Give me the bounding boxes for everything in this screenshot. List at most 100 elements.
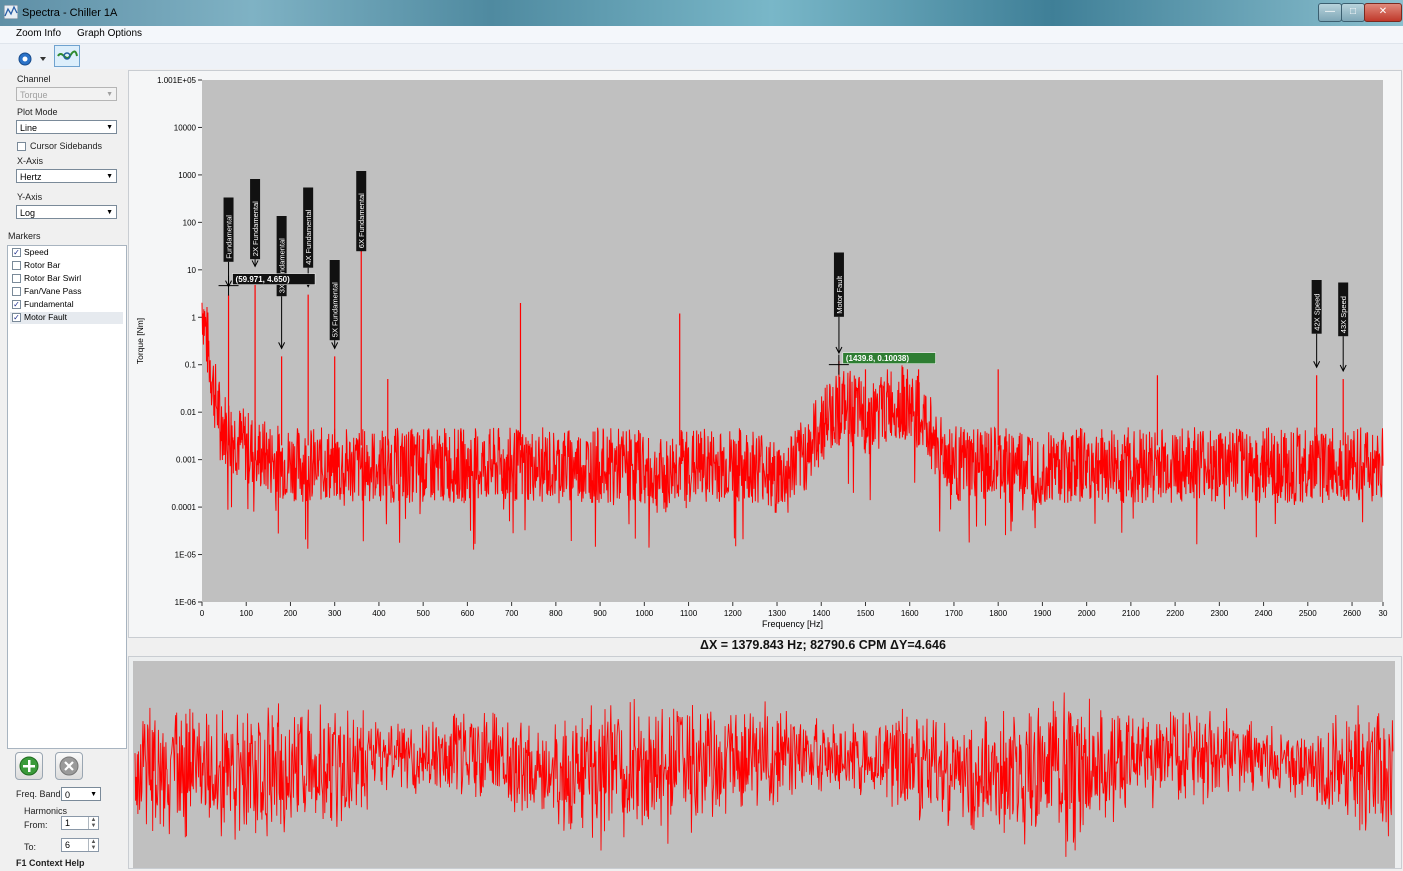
marker-tag [250,179,261,260]
x-axis-value: Hertz [20,172,42,182]
y-tick-label: 0.001 [176,456,197,465]
cursor-readout-box [842,352,936,364]
x-tick-label: 100 [240,609,254,618]
marker-tag [833,252,844,317]
x-tick-label: 400 [372,609,386,618]
maximize-button[interactable]: □ [1341,3,1365,22]
waveform-plot-panel [128,656,1402,869]
marker-arrow [1339,364,1347,373]
marker-item-rotor-bar-swirl[interactable]: Rotor Bar Swirl [10,273,123,285]
channel-value: Torque [20,90,48,100]
x-tick-label: 1100 [680,609,698,618]
y-tick-label: 10 [187,266,196,275]
y-tick-label: 0.1 [185,361,197,370]
spin-arrows-icon[interactable]: ▲ ▼ [88,817,98,829]
marker-label: Rotor Bar [24,260,61,270]
to-label: To: [24,842,37,852]
marker-checkbox[interactable]: ✓ [12,248,21,257]
x-tick-label: 2400 [1255,609,1273,618]
waveform-chart[interactable] [129,657,1401,868]
marker-checkbox[interactable] [12,261,21,270]
x-tick-label: 2100 [1122,609,1140,618]
x-tick-label: 1500 [857,609,875,618]
menu-zoom-info[interactable]: Zoom Info [16,28,62,39]
marker-item-fan-vane-pass[interactable]: Fan/Vane Pass [10,286,123,298]
f1-context-help-label: F1 Context Help [16,858,85,868]
x-tick-label: 900 [593,609,607,618]
cursor-readout-box [232,273,316,285]
marker-checkbox[interactable]: ✓ [12,313,21,322]
cursor-sidebands-label: Cursor Sidebands [30,141,103,151]
markers-list: ✓ Speed Rotor Bar Rotor Bar Swirl Fan/Van… [7,245,127,749]
marker-arrow [1313,361,1321,369]
y-tick-label: 1E-05 [175,551,197,560]
marker-tag [223,197,234,262]
harmonics-to-stepper[interactable]: 6 ▲ ▼ [61,838,99,852]
x-axis-select[interactable]: Hertz ▼ [16,169,117,183]
y-tick-label: 10000 [174,123,197,132]
marker-checkbox[interactable] [12,274,21,283]
y-tick-label: 0.0001 [172,503,197,512]
marker-label: Fundamental [24,299,74,309]
plot-area [202,80,1383,602]
marker-checkbox[interactable] [12,287,21,296]
delta-readout: ΔX = 1379.843 Hz; 82790.6 CPM ΔY=4.646 [700,638,946,652]
x-tick-label: 1200 [724,609,742,618]
marker-item-fundamental[interactable]: ✓ Fundamental [10,299,123,311]
remove-marker-button[interactable] [55,752,83,780]
spectrum-noise-trace [201,302,1384,550]
add-marker-button[interactable] [15,752,43,780]
marker-arrow [835,346,843,355]
marker-item-rotor-bar[interactable]: Rotor Bar [10,260,123,272]
marker-checkbox[interactable]: ✓ [12,300,21,309]
marker-label: Rotor Bar Swirl [24,273,82,283]
marker-tag [276,216,287,297]
y-tick-label: 1000 [178,171,196,180]
harmonics-from-stepper[interactable]: 1 ▲ ▼ [61,816,99,830]
minimize-button[interactable]: — [1318,3,1342,22]
x-tick-label: 1300 [768,609,786,618]
chevron-down-icon: ▼ [106,124,113,131]
chevron-down-icon: ▼ [90,791,97,798]
marker-label: Motor Fault [835,275,844,314]
fit-view-button[interactable] [54,45,80,67]
chevron-down-icon: ▼ [106,209,113,216]
x-tick-label: 30 [1379,609,1388,618]
x-tick-label: 700 [505,609,519,618]
plot-mode-label: Plot Mode [17,107,58,117]
from-value: 1 [65,818,71,828]
zoom-dropdown-button[interactable] [16,48,48,66]
x-axis-title: Frequency [Hz] [762,619,823,629]
x-tick-label: 2200 [1166,609,1184,618]
y-tick-label: 1E-06 [175,598,197,607]
from-label: From: [24,820,48,830]
freq-band-select[interactable]: 0 ▼ [61,787,101,801]
channel-select[interactable]: Torque ▼ [16,87,117,101]
close-button[interactable]: ✕ [1364,3,1402,22]
plot-mode-select[interactable]: Line ▼ [16,120,117,134]
channel-label: Channel [17,74,51,84]
y-axis-label: Y-Axis [17,192,43,202]
marker-arrow [251,260,259,268]
marker-item-speed[interactable]: ✓ Speed [10,247,123,259]
app-icon [4,5,18,19]
marker-label: 6X Fundamental [357,193,366,248]
y-axis-select[interactable]: Log ▼ [16,205,117,219]
x-tick-label: 1600 [901,609,919,618]
marker-arrow [331,342,339,350]
y-tick-label: 100 [183,218,197,227]
marker-item-motor-fault[interactable]: ✓ Motor Fault [10,312,123,324]
marker-arrow [278,342,286,350]
markers-label: Markers [8,231,41,241]
cursor-sidebands-checkbox[interactable] [17,142,26,151]
window-title: Spectra - Chiller 1A [22,7,118,19]
freq-band-label: Freq. Band [16,789,61,799]
menu-graph-options[interactable]: Graph Options [77,28,143,39]
spectrum-chart[interactable]: 1.001E+051000010001001010.10.010.0010.00… [129,71,1401,637]
y-axis-value: Log [20,208,36,218]
marker-tag [1338,282,1349,337]
spin-arrows-icon[interactable]: ▲ ▼ [88,839,98,851]
chevron-down-icon: ▼ [106,173,113,180]
x-tick-label: 2500 [1299,609,1317,618]
marker-label: 42X Speed [1313,294,1322,331]
